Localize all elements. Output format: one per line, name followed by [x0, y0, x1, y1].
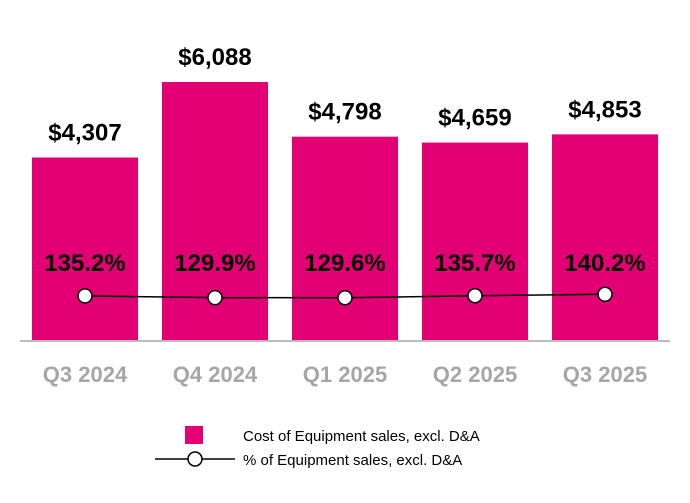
- bar-value-label: $4,798: [308, 99, 381, 126]
- x-tick-label: Q2 2025: [433, 362, 517, 387]
- bar: [422, 142, 528, 340]
- bar-value-label: $4,853: [568, 96, 641, 123]
- legend: Cost of Equipment sales, excl. D&A % of …: [155, 426, 480, 469]
- legend-swatch-marker: [187, 451, 203, 467]
- legend-label-line: % of Equipment sales, excl. D&A: [243, 452, 462, 469]
- bar-value-label: $4,307: [48, 119, 121, 146]
- bar-value-label: $6,088: [178, 44, 251, 71]
- percent-value-label: 140.2%: [564, 250, 645, 277]
- x-tick-label: Q4 2024: [173, 362, 258, 387]
- line-marker: [467, 288, 483, 304]
- percent-value-label: 129.9%: [174, 250, 255, 277]
- percent-value-label: 135.7%: [434, 250, 515, 277]
- legend-swatch-bar: [185, 426, 203, 444]
- line-marker: [337, 290, 353, 306]
- x-tick-label: Q3 2024: [43, 362, 128, 387]
- line-marker: [207, 289, 223, 306]
- x-tick-label: Q3 2025: [563, 362, 647, 387]
- legend-label-bar: Cost of Equipment sales, excl. D&A: [243, 428, 480, 445]
- bar: [292, 136, 398, 340]
- line-marker: [597, 286, 613, 303]
- line-marker: [77, 288, 93, 304]
- x-tick-label: Q1 2025: [303, 362, 387, 387]
- bar: [32, 157, 138, 340]
- percent-value-label: 135.2%: [44, 250, 125, 277]
- bar: [552, 134, 658, 340]
- percent-value-label: 129.6%: [304, 250, 385, 277]
- bar-value-label: $4,659: [438, 105, 511, 132]
